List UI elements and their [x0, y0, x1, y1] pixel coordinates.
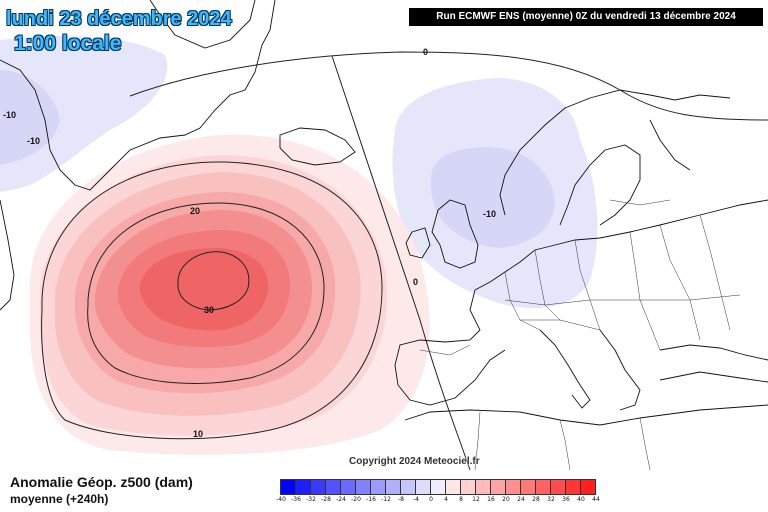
contour-label-20: 20 — [190, 206, 200, 216]
country-borders — [419, 199, 741, 470]
contour-30 — [177, 251, 250, 311]
contour-label-minus10-europe: -10 — [483, 209, 496, 219]
legend-color-cells — [280, 479, 620, 495]
legend-label: -40 — [276, 496, 286, 503]
legend-label: -20 — [351, 496, 361, 503]
contour-label-0-north: 0 — [423, 47, 428, 57]
contour-label-0-west: 0 — [413, 277, 418, 287]
legend-label: 16 — [487, 496, 495, 503]
legend-label: -4 — [413, 496, 419, 503]
legend-label: -24 — [336, 496, 346, 503]
legend-label: 44 — [592, 496, 600, 503]
contour-label-10: 10 — [193, 429, 203, 439]
legend-cell — [310, 479, 326, 495]
contour-0-west — [331, 55, 471, 470]
legend-label: -12 — [381, 496, 391, 503]
legend-label: 40 — [577, 496, 585, 503]
legend-cell — [580, 479, 596, 495]
valid-date-title: lundi 23 décembre 2024 — [6, 8, 232, 30]
legend-cell — [430, 479, 446, 495]
legend-cell — [475, 479, 491, 495]
contour-0-north — [129, 51, 768, 121]
legend-cell — [490, 479, 506, 495]
run-info-banner: Run ECMWF ENS (moyenne) 0Z du vendredi 1… — [409, 8, 763, 26]
legend-label: 0 — [429, 496, 433, 503]
legend-label: 8 — [459, 496, 463, 503]
legend-cell — [520, 479, 536, 495]
legend-cell — [325, 479, 341, 495]
greenland — [0, 0, 276, 191]
legend-cell — [370, 479, 386, 495]
legend-cell — [505, 479, 521, 495]
legend-label: 24 — [517, 496, 525, 503]
valid-time-title: 1:00 locale — [14, 32, 122, 55]
legend-cell — [340, 479, 356, 495]
legend-label: -36 — [291, 496, 301, 503]
contour-lines — [41, 51, 768, 470]
legend-cell — [295, 479, 311, 495]
negative-anomaly-west — [0, 35, 168, 193]
legend-label: 32 — [547, 496, 555, 503]
legend-cell — [355, 479, 371, 495]
legend-labels: -40 -36 -32 -28 -24 -20 -16 -12 -8 -4 0 4 8 12 16 20 24 2… — [276, 495, 620, 505]
legend-label: -8 — [398, 496, 404, 503]
legend-label: 4 — [444, 496, 448, 503]
legend-label: -32 — [306, 496, 316, 503]
legend-cell — [415, 479, 431, 495]
legend-label: -28 — [321, 496, 331, 503]
legend-label: -16 — [366, 496, 376, 503]
field-title: Anomalie Géop. z500 (dam) — [10, 474, 193, 490]
contour-label-minus10-west-a: -10 — [3, 110, 16, 120]
contour-20 — [87, 202, 325, 384]
contour-label-minus10-west-b: -10 — [27, 136, 40, 146]
color-legend: -40 -36 -32 -28 -24 -20 -16 -12 -8 -4 0 4 8 12 16 20 24 2… — [276, 479, 620, 505]
legend-cell — [445, 479, 461, 495]
legend-label: 28 — [532, 496, 540, 503]
field-subtitle: moyenne (+240h) — [10, 492, 109, 506]
legend-cell — [460, 479, 476, 495]
positive-anomaly-atlantic — [30, 134, 430, 455]
legend-cell — [550, 479, 566, 495]
iceland — [279, 127, 356, 166]
legend-label: 20 — [502, 496, 510, 503]
contour-label-30: 30 — [204, 305, 214, 315]
legend-cell — [400, 479, 416, 495]
legend-cell — [280, 479, 296, 495]
legend-label: 12 — [472, 496, 480, 503]
legend-cell — [565, 479, 581, 495]
legend-label: 36 — [562, 496, 570, 503]
canada-coast — [0, 199, 15, 311]
anomaly-map: 30 20 10 0 0 -10 -10 -10 0 — [0, 0, 768, 470]
copyright-notice: Copyright 2024 Meteociel.fr — [349, 456, 480, 467]
contour-10 — [41, 161, 383, 440]
legend-cell — [535, 479, 551, 495]
legend-cell — [385, 479, 401, 495]
negative-anomaly-europe — [392, 78, 598, 309]
